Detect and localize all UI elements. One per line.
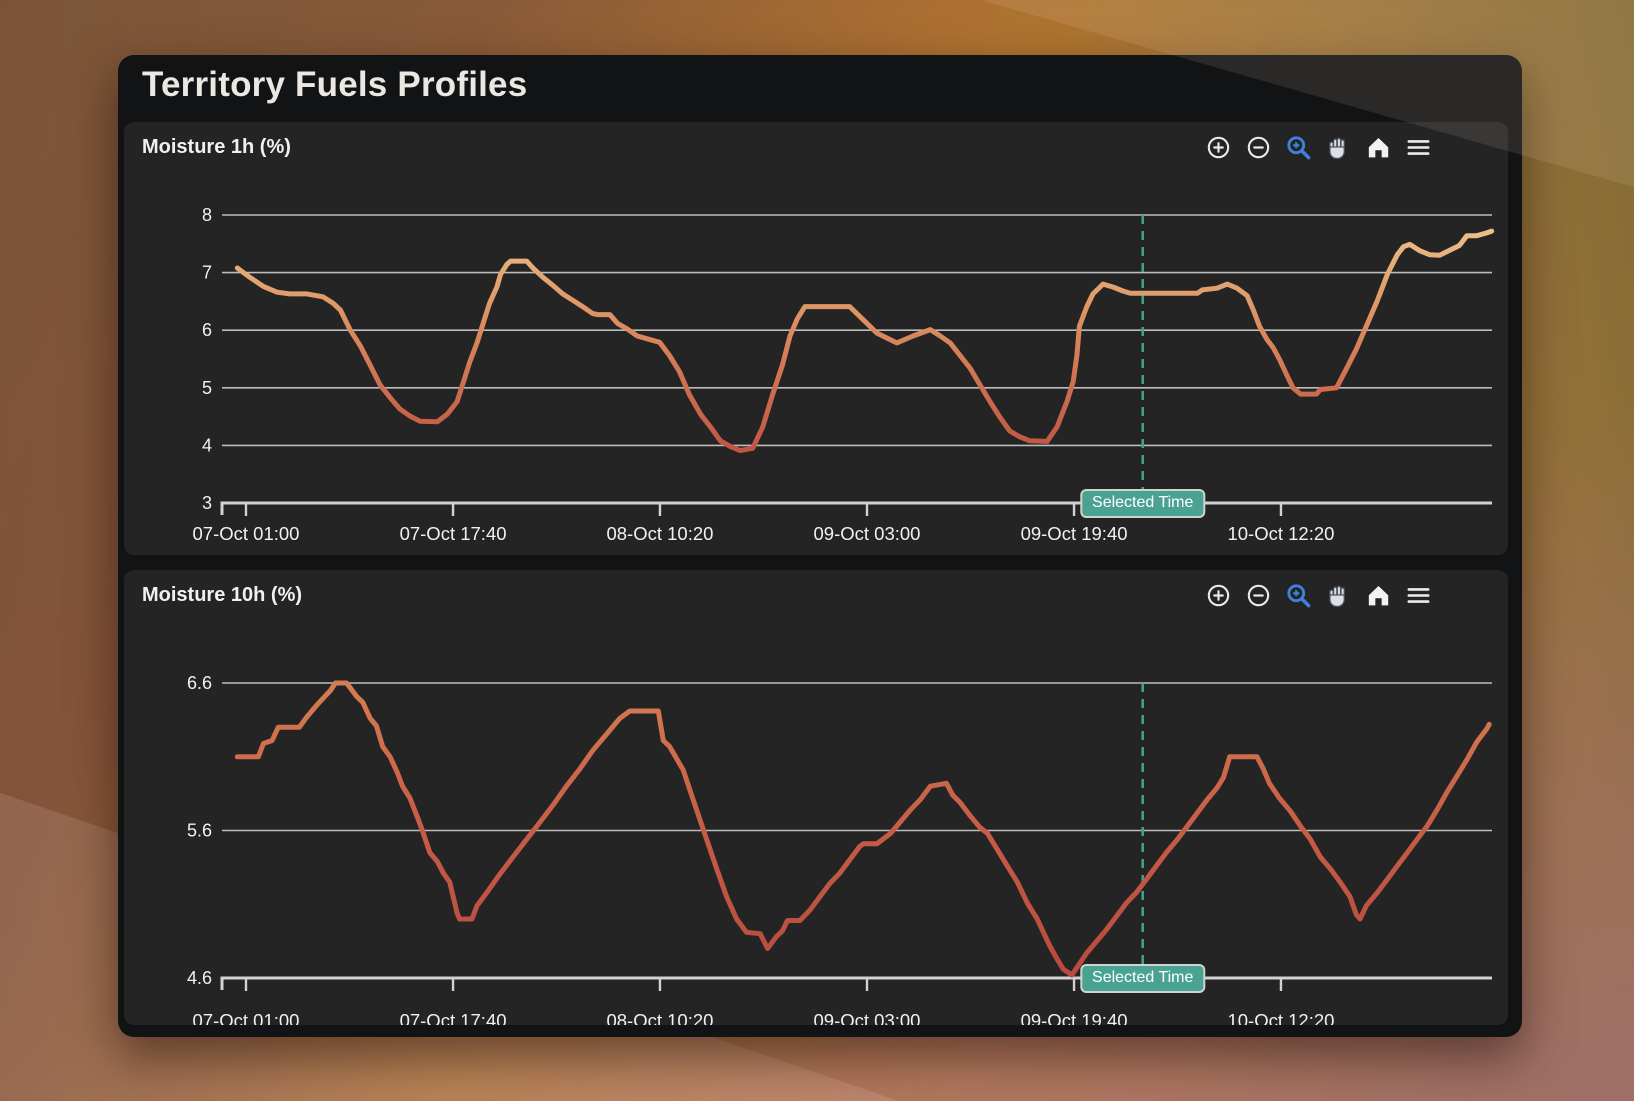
svg-text:5: 5: [202, 378, 212, 398]
pan-icon[interactable]: [1325, 582, 1352, 609]
line-chart-moisture-1h[interactable]: 8 7 6 5 4 3 07-Oct 01:00 07-Oct 17:40 08-Oct 10:…: [124, 122, 1508, 555]
svg-text:07-Oct 01:00: 07-Oct 01:00: [193, 1010, 300, 1025]
selected-time-badge: Selected Time: [1080, 489, 1206, 518]
home-icon[interactable]: [1365, 582, 1392, 609]
fuels-profiles-window: Territory Fuels Profiles Moisture 1h (%)…: [118, 55, 1522, 1037]
svg-text:3: 3: [202, 493, 212, 513]
svg-text:6: 6: [202, 320, 212, 340]
svg-text:09-Oct 19:40: 09-Oct 19:40: [1021, 1010, 1128, 1025]
chart-card-moisture-1h: Moisture 1h (%) 8 7 6 5 4 3 07-Oct 01:00 07-Oct…: [124, 122, 1508, 555]
box-zoom-icon[interactable]: [1285, 582, 1312, 609]
svg-text:09-Oct 03:00: 09-Oct 03:00: [814, 1010, 921, 1025]
box-zoom-icon[interactable]: [1285, 134, 1312, 161]
svg-text:4: 4: [202, 435, 212, 455]
svg-text:09-Oct 03:00: 09-Oct 03:00: [814, 523, 921, 544]
chart-title-moisture-10h: Moisture 10h (%): [142, 584, 303, 606]
svg-text:07-Oct 17:40: 07-Oct 17:40: [400, 523, 507, 544]
chart-card-moisture-10h: Moisture 10h (%) 6.6 5.6 4.6 07-Oct 01:00 07…: [124, 570, 1508, 1025]
svg-text:08-Oct 10:20: 08-Oct 10:20: [606, 523, 713, 544]
svg-text:8: 8: [202, 205, 212, 225]
pan-icon[interactable]: [1325, 134, 1352, 161]
menu-icon[interactable]: [1405, 134, 1432, 161]
zoom-out-icon[interactable]: [1245, 134, 1272, 161]
zoom-out-icon[interactable]: [1245, 582, 1272, 609]
svg-text:09-Oct 19:40: 09-Oct 19:40: [1021, 523, 1128, 544]
zoom-in-icon[interactable]: [1205, 582, 1232, 609]
menu-icon[interactable]: [1405, 582, 1432, 609]
zoom-in-icon[interactable]: [1205, 134, 1232, 161]
svg-text:7: 7: [202, 263, 212, 283]
selected-time-badge: Selected Time: [1080, 964, 1206, 993]
svg-text:08-Oct 10:20: 08-Oct 10:20: [606, 1010, 713, 1025]
svg-text:10-Oct 12:20: 10-Oct 12:20: [1227, 523, 1334, 544]
page-title: Territory Fuels Profiles: [142, 65, 528, 104]
chart-toolbar: [1205, 134, 1432, 161]
svg-text:4.6: 4.6: [187, 968, 212, 988]
chart-title-moisture-1h: Moisture 1h (%): [142, 136, 291, 158]
svg-text:07-Oct 01:00: 07-Oct 01:00: [193, 523, 300, 544]
chart-header: Moisture 1h (%): [124, 122, 1508, 161]
line-chart-moisture-10h[interactable]: 6.6 5.6 4.6 07-Oct 01:00 07-Oct 17:40 08-Oct …: [124, 570, 1508, 1025]
svg-text:07-Oct 17:40: 07-Oct 17:40: [400, 1010, 507, 1025]
home-icon[interactable]: [1365, 134, 1392, 161]
svg-text:5.6: 5.6: [187, 821, 212, 841]
svg-text:6.6: 6.6: [187, 673, 212, 693]
svg-text:10-Oct 12:20: 10-Oct 12:20: [1227, 1010, 1334, 1025]
chart-toolbar: [1205, 582, 1432, 609]
chart-header: Moisture 10h (%): [124, 570, 1508, 609]
